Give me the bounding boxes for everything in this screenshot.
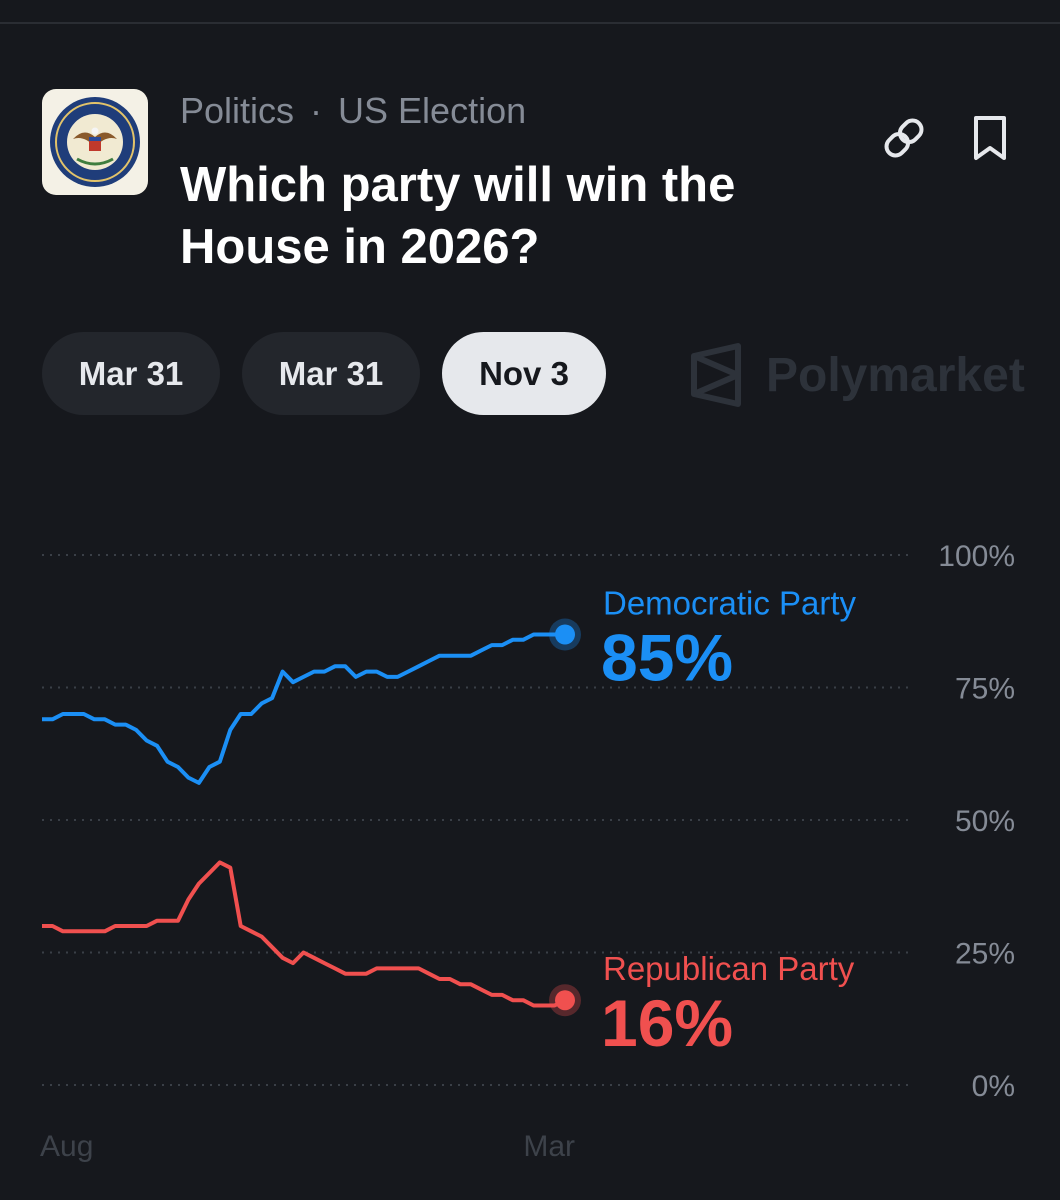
x-tick-label: Mar — [523, 1130, 575, 1163]
series-name-label: Republican Party — [603, 950, 855, 987]
series-line — [42, 860, 566, 1008]
series-line — [42, 632, 565, 785]
polymarket-logo-icon — [691, 343, 741, 407]
top-divider — [0, 22, 1060, 24]
series-endpoint — [555, 624, 575, 645]
x-tick-label: Aug — [40, 1130, 93, 1163]
series-value-label: 85% — [601, 621, 733, 695]
breadcrumb: Politics · US Election — [180, 90, 526, 132]
probability-chart: 100% 75% 50% 25% 0% Aug Mar Democratic Party8… — [40, 540, 1015, 1163]
link-icon[interactable] — [880, 114, 928, 162]
y-tick-label: 75% — [955, 673, 1015, 706]
breadcrumb-separator: · — [310, 90, 323, 131]
y-tick-label: 50% — [955, 805, 1015, 838]
house-seal-icon — [42, 89, 148, 195]
category-link[interactable]: Politics — [180, 90, 295, 131]
date-tab-2[interactable]: Mar 31 — [242, 332, 420, 415]
market-title: Which party will win the House in 2026? — [180, 158, 736, 274]
y-tick-label: 100% — [938, 540, 1015, 573]
bookmark-icon[interactable] — [966, 114, 1014, 162]
polymarket-brand: Polymarket — [690, 340, 1025, 410]
date-tab-3[interactable]: Nov 3 — [442, 332, 606, 415]
subcategory-link[interactable]: US Election — [338, 90, 527, 131]
y-tick-label: 25% — [955, 938, 1015, 971]
date-tab-1[interactable]: Mar 31 — [42, 332, 220, 415]
y-tick-label: 0% — [972, 1070, 1015, 1103]
series-endpoint — [555, 990, 575, 1011]
polymarket-wordmark: Polymarket — [766, 348, 1025, 402]
series-name-label: Democratic Party — [603, 585, 857, 622]
series-value-label: 16% — [601, 986, 733, 1060]
